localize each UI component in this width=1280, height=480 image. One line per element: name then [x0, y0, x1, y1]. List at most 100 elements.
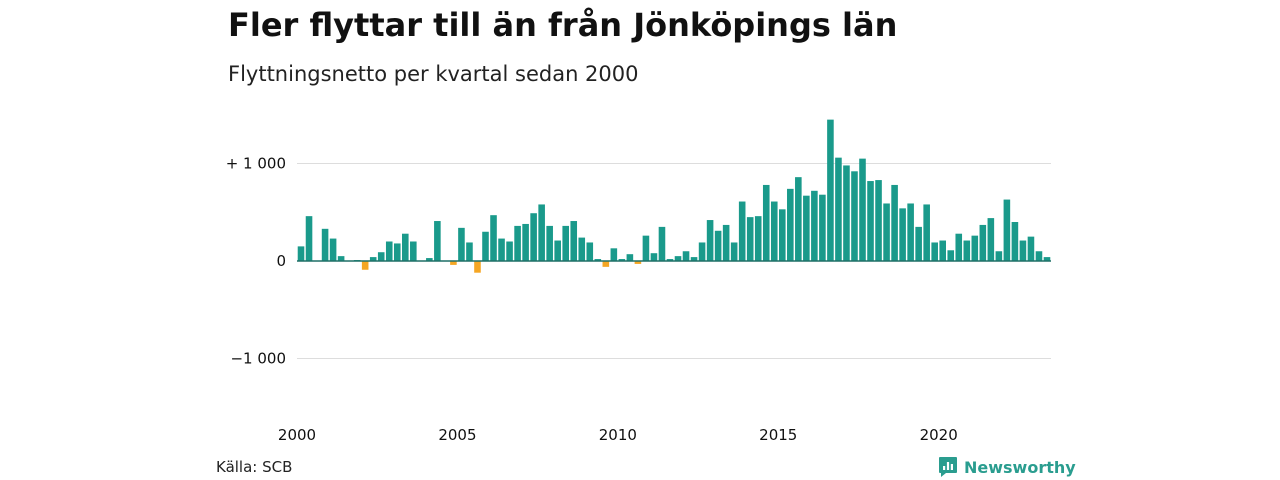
- chart-title: Fler flyttar till än från Jönköpings län: [228, 6, 898, 44]
- bar: [730, 242, 738, 261]
- bar: [634, 261, 642, 264]
- bar: [546, 225, 553, 261]
- bar: [915, 226, 922, 262]
- x-axis-ticks: 2000 2005 2010 2015 2020: [278, 426, 958, 444]
- bars: [297, 119, 1051, 273]
- gridlines: [297, 163, 1051, 359]
- y-tick-label: −1 000: [230, 350, 286, 368]
- bar: [506, 241, 513, 261]
- bar: [899, 208, 906, 261]
- bar: [626, 254, 634, 261]
- bar: [795, 177, 802, 261]
- bar: [714, 230, 722, 261]
- bar: [835, 157, 842, 261]
- bar: [907, 203, 914, 261]
- bar: [971, 235, 979, 261]
- chart-subtitle: Flyttningsnetto per kvartal sedan 2000: [228, 62, 639, 86]
- bar: [770, 201, 778, 261]
- bar: [690, 257, 698, 261]
- y-tick-label: + 1 000: [226, 155, 286, 173]
- bar: [722, 224, 730, 261]
- bar: [682, 251, 690, 261]
- bar: [931, 242, 938, 261]
- bar: [618, 259, 626, 261]
- bar: [1019, 240, 1027, 261]
- bar: [787, 188, 794, 261]
- bar: [859, 158, 866, 262]
- bar: [361, 261, 369, 270]
- bar: [1003, 199, 1011, 261]
- bar: [498, 238, 505, 261]
- bar: [1043, 257, 1051, 261]
- bar: [819, 194, 826, 261]
- bar: [450, 261, 457, 265]
- bar: [393, 243, 401, 261]
- y-axis-ticks: + 1 000 0 −1 000: [226, 155, 286, 368]
- bar: [658, 226, 666, 262]
- x-tick-label: 2020: [920, 426, 958, 444]
- bar: [305, 216, 313, 261]
- brand-name: Newsworthy: [964, 457, 1076, 477]
- bar: [642, 235, 650, 261]
- bar: [843, 165, 850, 261]
- bar: [514, 225, 521, 261]
- bar: [410, 241, 417, 261]
- bar: [329, 238, 337, 261]
- x-tick-label: 2010: [599, 426, 637, 444]
- bar: [369, 257, 377, 261]
- bar: [674, 256, 682, 262]
- x-tick-label: 2005: [438, 426, 476, 444]
- bar: [1027, 236, 1035, 262]
- bar: [466, 242, 473, 261]
- bar: [746, 217, 754, 262]
- x-tick-label: 2000: [278, 426, 316, 444]
- bar: [762, 184, 770, 261]
- bar: [586, 242, 594, 261]
- bar: [698, 242, 706, 261]
- bar: [530, 213, 537, 261]
- bar: [402, 233, 409, 261]
- bar: [779, 209, 786, 261]
- bar: [570, 221, 578, 261]
- bar: [474, 261, 481, 273]
- bar: [434, 221, 441, 261]
- source-note: Källa: SCB: [216, 458, 293, 476]
- brand-logo: Newsworthy: [938, 456, 1076, 478]
- newsworthy-icon: [939, 457, 957, 477]
- bar: [1035, 251, 1043, 261]
- bar: [827, 119, 834, 262]
- bar: [337, 256, 345, 262]
- bar: [851, 171, 858, 261]
- bar: [522, 223, 529, 261]
- bar: [650, 253, 658, 261]
- bar: [538, 204, 545, 261]
- bar: [554, 240, 561, 261]
- bar: [963, 240, 971, 261]
- bar: [297, 246, 305, 262]
- bar: [1011, 222, 1019, 261]
- bar: [490, 215, 497, 261]
- bar: [803, 195, 810, 261]
- bar: [610, 248, 618, 261]
- bar: [458, 227, 465, 261]
- bar: [482, 231, 489, 261]
- bar: [875, 180, 882, 261]
- bar: [738, 201, 746, 261]
- bar: [594, 259, 602, 261]
- bar: [578, 237, 586, 261]
- bar: [321, 228, 329, 261]
- bar: [811, 190, 818, 261]
- bar: [562, 225, 569, 261]
- bar: [891, 184, 898, 261]
- bar: [377, 252, 385, 261]
- bar: [955, 233, 963, 261]
- bar: [867, 181, 874, 261]
- bar: [602, 261, 610, 267]
- bar: [385, 241, 393, 261]
- bar: [666, 259, 674, 261]
- bar: [979, 224, 987, 261]
- bar: [995, 251, 1003, 261]
- bar: [883, 203, 890, 261]
- y-tick-label: 0: [276, 252, 286, 270]
